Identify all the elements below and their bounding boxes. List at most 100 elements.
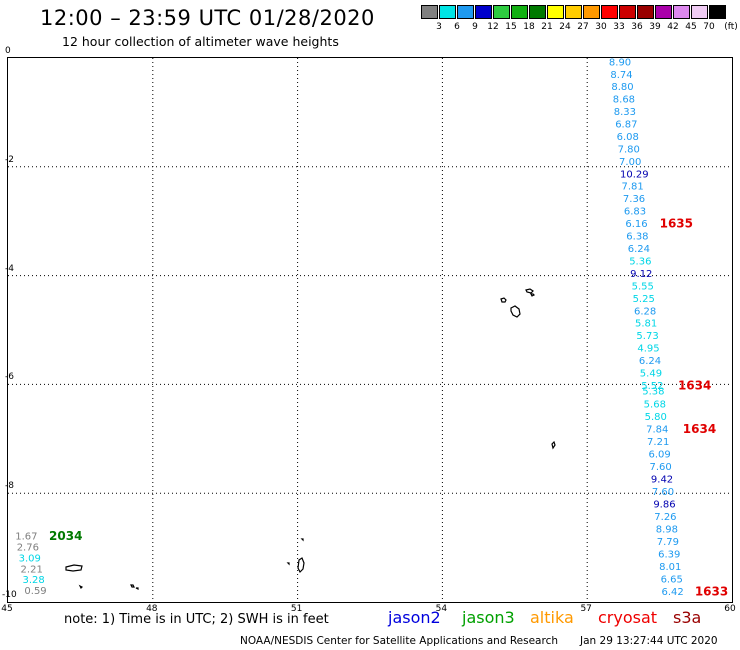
- x-tick-label: 48: [146, 604, 158, 614]
- island-aldabra: [65, 564, 83, 572]
- legend-label: 70: [703, 22, 715, 32]
- lat-lon-grid: [8, 58, 732, 602]
- legend-label: 42: [667, 22, 679, 32]
- wave-height-value: 3.09: [19, 553, 41, 564]
- footer-note: note: 1) Time is in UTC; 2) SWH is in fe…: [64, 612, 329, 627]
- wave-height-value: 8.98: [656, 525, 678, 536]
- legend-swatch: [457, 5, 474, 19]
- wave-height-value: 6.09: [648, 450, 670, 461]
- y-tick-label: 0: [5, 46, 11, 56]
- wave-height-value: 7.60: [649, 462, 671, 473]
- satellite-altika-label: altika: [530, 608, 574, 627]
- wave-height-value: 5.25: [633, 294, 655, 305]
- wave-height-value: 5.80: [645, 412, 667, 423]
- wave-height-value: 9.12: [630, 269, 652, 280]
- legend-swatch: [709, 5, 726, 19]
- page-subtitle: 12 hour collection of altimeter wave hei…: [62, 34, 339, 49]
- wave-height-value: 7.79: [657, 537, 679, 548]
- wave-height-value: 8.68: [613, 94, 635, 105]
- wave-height-value: 10.29: [620, 169, 649, 180]
- wave-height-value: 3.28: [22, 575, 44, 586]
- legend-label: 39: [649, 22, 661, 32]
- wave-height-value: 5.49: [640, 369, 662, 380]
- wave-height-value: 4.95: [637, 343, 659, 354]
- legend-label: 45: [685, 22, 697, 32]
- wave-height-value: 8.90: [609, 58, 631, 68]
- legend-label: 3: [436, 22, 442, 32]
- x-tick-label: 57: [580, 604, 592, 614]
- wave-height-value: 5.55: [632, 281, 654, 292]
- wave-height-value: 8.74: [610, 70, 632, 81]
- legend-unit: (ft): [724, 22, 738, 32]
- wave-height-value: 5.73: [636, 331, 658, 342]
- wave-height-value: 6.65: [661, 575, 683, 586]
- wave-height-value: 8.01: [659, 562, 681, 573]
- y-tick-label: -8: [5, 481, 14, 492]
- satellite-jason3-label: jason3: [462, 608, 515, 627]
- wave-height-value: 2.76: [17, 543, 39, 554]
- wave-height-value: 5.68: [644, 400, 666, 411]
- wave-height-value: 6.38: [626, 231, 648, 242]
- legend-label: 18: [523, 22, 535, 32]
- wave-height-value: 1.67: [15, 532, 37, 543]
- legend-swatch: [421, 5, 438, 19]
- wave-height-value: 7.00: [619, 157, 641, 168]
- legend-swatch: [565, 5, 582, 19]
- legend-label: 12: [487, 22, 499, 32]
- page-title: 12:00 – 23:59 UTC 01/28/2020: [40, 6, 375, 30]
- wave-height-value: 7.26: [654, 512, 676, 523]
- legend-swatch: [583, 5, 600, 19]
- pass-time-label: 1634: [678, 379, 711, 393]
- wave-height-value: 5.38: [642, 386, 664, 397]
- legend-swatch: [493, 5, 510, 19]
- legend-swatch: [637, 5, 654, 19]
- wave-height-value: 8.80: [611, 82, 633, 93]
- wave-height-value: 6.24: [628, 244, 650, 255]
- legend-label: 21: [541, 22, 553, 32]
- wave-height-value: 7.21: [647, 437, 669, 448]
- wave-height-value: 6.42: [662, 587, 684, 598]
- wave-height-value: 7.80: [618, 144, 640, 155]
- satellite-jason2-label: jason2: [388, 608, 441, 627]
- footer-credit: NOAA/NESDIS Center for Satellite Applica…: [240, 635, 558, 647]
- legend-label: 6: [454, 22, 460, 32]
- island-farquhar: [286, 538, 305, 574]
- legend-label: 33: [613, 22, 625, 32]
- legend-swatch: [619, 5, 636, 19]
- x-tick-label: 51: [290, 604, 303, 614]
- x-tick-label: 60: [724, 604, 736, 614]
- x-tick-label: 45: [1, 604, 13, 614]
- wave-height-value: 6.08: [617, 132, 639, 143]
- legend-label: 9: [472, 22, 478, 32]
- wave-height-value: 6.24: [639, 356, 661, 367]
- legend-swatch: [673, 5, 690, 19]
- wave-height-value: 9.86: [653, 500, 675, 511]
- x-tick-label: 54: [435, 604, 448, 614]
- map-canvas: 8.90 8.748.808.68 8.336.87 6.087.80 7.0010.2…: [8, 58, 732, 602]
- wave-height-value: 6.39: [658, 550, 680, 561]
- pass-time-label: 1635: [660, 216, 693, 230]
- y-tick-label: -2: [5, 154, 14, 165]
- wave-height-value: 7.84: [646, 425, 668, 436]
- legend-label: 27: [577, 22, 589, 32]
- wave-height-values: 8.90 8.748.808.68 8.336.87 6.087.80 7.0010.2…: [15, 58, 728, 599]
- legend-label: 36: [631, 22, 643, 32]
- map-plot-area: 8.90 8.74 8.80 8.68 8.33 6.87 6.08 7.80 7.00 10.2…: [7, 57, 733, 603]
- wave-height-value: 5.81: [635, 318, 657, 329]
- island-assumption: [78, 584, 139, 590]
- pass-time-label: 1633: [695, 585, 728, 599]
- legend-swatch: [655, 5, 672, 19]
- satellite-s3a-label: s3a: [673, 608, 702, 627]
- wave-height-value: 6.83: [624, 206, 646, 217]
- y-tick-label: -6: [5, 372, 14, 383]
- satellite-cryosat-label: cryosat: [598, 608, 658, 627]
- legend-swatch: [691, 5, 708, 19]
- legend-swatch: [475, 5, 492, 19]
- wave-height-value: 7.60: [652, 487, 674, 498]
- wave-height-value: 7.81: [621, 181, 643, 192]
- pass-time-label: 2034: [49, 529, 82, 543]
- legend-label: 15: [505, 22, 517, 32]
- legend-swatch: [601, 5, 618, 19]
- legend-swatch: [511, 5, 528, 19]
- wave-height-value: 9.42: [651, 475, 673, 486]
